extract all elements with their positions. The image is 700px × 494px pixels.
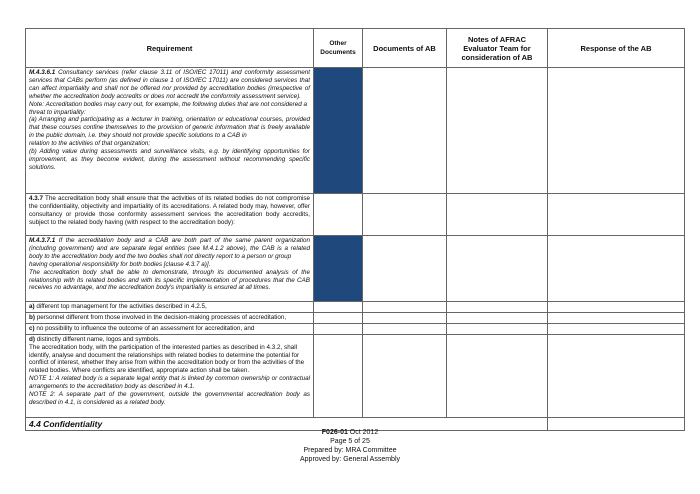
table-row: a) different top management for the acti…	[25, 301, 685, 313]
clause-number: M.4.3.6.1	[29, 69, 56, 76]
item-label: b)	[29, 313, 35, 321]
notes-cell[interactable]	[446, 67, 548, 194]
item-label: c)	[29, 324, 35, 332]
header-requirement: Requirement	[25, 28, 314, 68]
approved-by: Approved by: General Assembly	[300, 456, 400, 463]
clause-number: 4.3.7	[29, 195, 44, 202]
note-text: NOTE 1: A related body is a separate leg…	[29, 375, 310, 391]
prepared-by: Prepared by: MRA Committee	[303, 447, 397, 454]
notes-cell[interactable]	[446, 311, 548, 324]
response-cell[interactable]	[547, 301, 685, 313]
page-number: Page 5 of 25	[330, 438, 370, 445]
item-text: no possibility to influence the outcome …	[34, 324, 255, 332]
requirement-cell: a) different top management for the acti…	[25, 301, 314, 313]
clause-text: The accreditation body shall ensure that…	[29, 195, 310, 226]
response-cell[interactable]	[547, 322, 685, 335]
table-row: b) personnel different from those involv…	[25, 311, 685, 324]
response-cell[interactable]	[547, 333, 685, 418]
response-cell[interactable]	[547, 67, 685, 194]
clause-text: The accreditation body shall be able to …	[29, 268, 310, 292]
requirement-cell: b) personnel different from those involv…	[25, 311, 314, 324]
clause-text: having operational responsibility for bo…	[29, 260, 211, 268]
notes-cell[interactable]	[446, 333, 548, 418]
other-documents-cell[interactable]	[313, 333, 363, 418]
notes-cell[interactable]	[446, 193, 548, 236]
other-documents-cell[interactable]	[313, 301, 363, 313]
response-cell[interactable]	[547, 235, 685, 302]
form-code: F026-01	[321, 429, 348, 436]
table-row: 4.3.7 The accreditation body shall ensur…	[25, 193, 685, 236]
table-row: c) no possibility to influence the outco…	[25, 322, 685, 335]
requirement-cell: M.4.3.7.1 If the accreditation body and …	[25, 235, 314, 302]
requirement-cell: 4.3.7 The accreditation body shall ensur…	[25, 193, 314, 236]
documents-cell[interactable]	[362, 301, 447, 313]
header-documents-of-ab: Documents of AB	[362, 28, 447, 68]
section-row: 4.4 Confidentiality	[25, 416, 685, 431]
header-other-documents: Other Documents	[313, 28, 363, 68]
item-label: a)	[29, 303, 35, 310]
other-documents-cell-shaded	[313, 67, 363, 194]
documents-cell[interactable]	[362, 322, 447, 335]
other-documents-cell[interactable]	[313, 193, 363, 236]
notes-cell[interactable]	[446, 301, 548, 313]
requirements-table: Requirement Other Documents Documents of…	[25, 28, 685, 431]
page-footer: F026-01 Oct 2012 Page 5 of 25 Prepared b…	[0, 428, 700, 464]
notes-cell[interactable]	[446, 235, 548, 302]
note-text: (b) Adding value during assessments and …	[29, 148, 310, 171]
other-documents-cell[interactable]	[313, 311, 363, 324]
note-text: NOTE 2: A separate part of the governmen…	[29, 391, 310, 406]
response-cell[interactable]	[547, 193, 685, 236]
requirement-cell: M.4.3.6.1 Consultancy services (refer cl…	[25, 67, 314, 194]
item-text: distinctly different name, logos and sym…	[34, 335, 161, 343]
header-response-ab: Response of the AB	[547, 28, 685, 68]
table-header-row: Requirement Other Documents Documents of…	[25, 28, 685, 68]
table-row: M.4.3.7.1 If the accreditation body and …	[25, 235, 685, 302]
note-text: (a) Arranging and participating as a lec…	[29, 116, 310, 140]
documents-cell[interactable]	[362, 193, 447, 236]
other-documents-cell[interactable]	[313, 322, 363, 335]
item-text: personnel different from those involved …	[34, 313, 287, 321]
note-text: relation to the activities of that organ…	[29, 140, 151, 148]
item-text: different top management for the activit…	[34, 303, 207, 310]
documents-cell[interactable]	[362, 311, 447, 324]
documents-cell[interactable]	[362, 235, 447, 302]
form-date: Oct 2012	[347, 429, 379, 436]
documents-cell[interactable]	[362, 67, 447, 194]
response-cell[interactable]	[547, 311, 685, 324]
other-documents-cell-shaded	[313, 235, 363, 302]
response-cell[interactable]	[547, 416, 685, 431]
requirement-cell: c) no possibility to influence the outco…	[25, 322, 314, 335]
table-row: d) distinctly different name, logos and …	[25, 333, 685, 418]
section-heading: 4.4 Confidentiality	[25, 416, 548, 431]
clause-text: Consultancy services (refer clause 3.11 …	[29, 69, 310, 100]
requirement-cell: d) distinctly different name, logos and …	[25, 333, 314, 418]
table-row: M.4.3.6.1 Consultancy services (refer cl…	[25, 67, 685, 194]
header-notes-afrac: Notes of AFRAC Evaluator Team for consid…	[446, 28, 548, 68]
notes-cell[interactable]	[446, 322, 548, 335]
clause-number: M.4.3.7.1	[29, 237, 56, 244]
documents-cell[interactable]	[362, 333, 447, 418]
item-label: d)	[29, 335, 35, 343]
clause-text: If the accreditation body and a CAB are …	[29, 237, 310, 260]
item-text: The accreditation body, with the partici…	[29, 343, 305, 375]
note-text: Note: Accreditation bodies may carry out…	[29, 100, 308, 116]
